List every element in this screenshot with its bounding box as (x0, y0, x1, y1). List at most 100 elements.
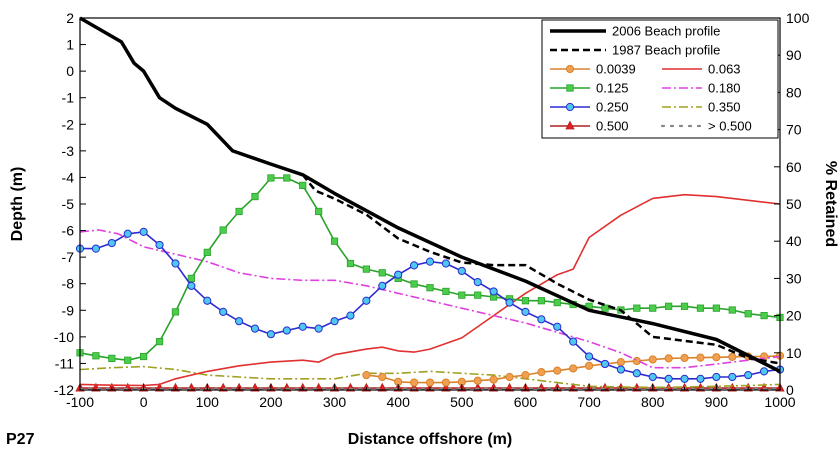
data-point (235, 207, 243, 216)
data-point (744, 371, 753, 380)
data-point (123, 229, 132, 238)
data-point (489, 287, 498, 296)
data-point (330, 237, 339, 245)
series-line (79, 16, 781, 373)
data-point (394, 270, 403, 279)
y-left-tick-label: -10 (54, 329, 74, 345)
y-left-tick-label: -1 (62, 90, 75, 106)
series-line (80, 231, 781, 380)
y-right-tick-label: 20 (786, 308, 802, 324)
data-point (521, 307, 530, 316)
legend-label: 0.063 (708, 62, 741, 77)
data-point (696, 353, 705, 362)
x-axis: -100 0 100 200 300 400 500 600 700 800 900 1000 (66, 384, 796, 410)
data-point (187, 281, 196, 290)
legend-label: 2006 Beach profile (612, 24, 720, 39)
data-point (409, 261, 419, 270)
x-tick-label: 400 (387, 394, 411, 410)
y-left-tick-label: -4 (62, 169, 75, 185)
data-point (616, 358, 626, 367)
data-point (378, 269, 386, 277)
data-point (537, 297, 545, 305)
data-point (458, 291, 466, 299)
y-right-tick-label: 30 (786, 270, 802, 286)
y-right-tick-label: 60 (786, 159, 802, 175)
legend-entry: 0.063 (662, 62, 741, 77)
legend-entry: 0.0039 (550, 62, 636, 77)
x-axis-title: Distance offshore (m) (348, 431, 512, 448)
y-axis-right-title: % Retained (822, 161, 838, 247)
data-point (566, 84, 574, 92)
data-point (171, 259, 180, 268)
data-point (425, 378, 435, 387)
y-left-tick-label: 2 (66, 10, 74, 26)
data-point (505, 298, 514, 307)
data-point (664, 374, 673, 383)
data-point (553, 366, 562, 375)
data-point (107, 238, 116, 248)
data-point (283, 174, 291, 182)
data-point (346, 259, 355, 268)
x-tick-label: 300 (323, 394, 347, 410)
data-point (760, 311, 768, 320)
data-point (378, 281, 387, 290)
legend-entry: > 0.500 (660, 119, 752, 134)
data-point (282, 326, 291, 335)
data-point (537, 368, 546, 377)
data-point (410, 280, 418, 288)
data-point (314, 324, 323, 333)
data-point (426, 284, 434, 292)
x-tick-label: 500 (450, 394, 474, 410)
data-point (521, 371, 530, 380)
series-0-350 (79, 365, 781, 389)
data-point (648, 372, 657, 382)
data-point (728, 372, 737, 382)
data-point (377, 382, 387, 392)
data-point (712, 372, 721, 382)
data-point (171, 308, 180, 316)
data-point (140, 352, 148, 361)
data-point (633, 304, 641, 312)
data-point (378, 372, 387, 382)
data-point (664, 354, 673, 363)
data-point (696, 304, 705, 312)
legend-entry: 0.500 (550, 119, 629, 134)
data-point (441, 382, 451, 392)
data-point (649, 304, 657, 312)
data-point (299, 181, 307, 189)
data-point (298, 322, 307, 331)
series-line (79, 365, 781, 389)
legend-label: 0.180 (708, 81, 741, 96)
series-0-180 (79, 229, 781, 369)
y-right-tick-label: 100 (786, 10, 810, 26)
series-line (301, 174, 781, 365)
legend-label: 0.125 (596, 81, 629, 96)
y-right-tick-label: 10 (786, 345, 802, 361)
y-left-tick-label: -5 (62, 196, 75, 212)
data-point (473, 376, 482, 385)
data-point (680, 374, 689, 383)
data-point (537, 315, 546, 324)
legend-label: > 0.500 (708, 119, 752, 134)
series-2006-beach-profile (79, 16, 781, 373)
data-point (696, 374, 705, 383)
legend-entry: 0.350 (662, 100, 741, 115)
data-point (250, 324, 260, 333)
legend-entry: 1987 Beach profile (550, 43, 720, 58)
data-point (139, 227, 148, 236)
data-point (362, 265, 370, 273)
y-axis-left-title: Depth (m) (9, 167, 26, 242)
y-right-tick-label: 0 (786, 382, 794, 398)
data-point (632, 369, 641, 378)
data-point (648, 355, 657, 364)
y-left-tick-label: -3 (62, 143, 75, 159)
y-left-tick-label: -7 (62, 249, 75, 265)
y-left-tick-label: -12 (54, 382, 74, 398)
data-point (155, 240, 164, 250)
series-0-063 (79, 193, 781, 387)
y-right-tick-label: 90 (786, 47, 802, 63)
legend-label: 0.0039 (596, 62, 636, 77)
data-point (315, 207, 323, 216)
